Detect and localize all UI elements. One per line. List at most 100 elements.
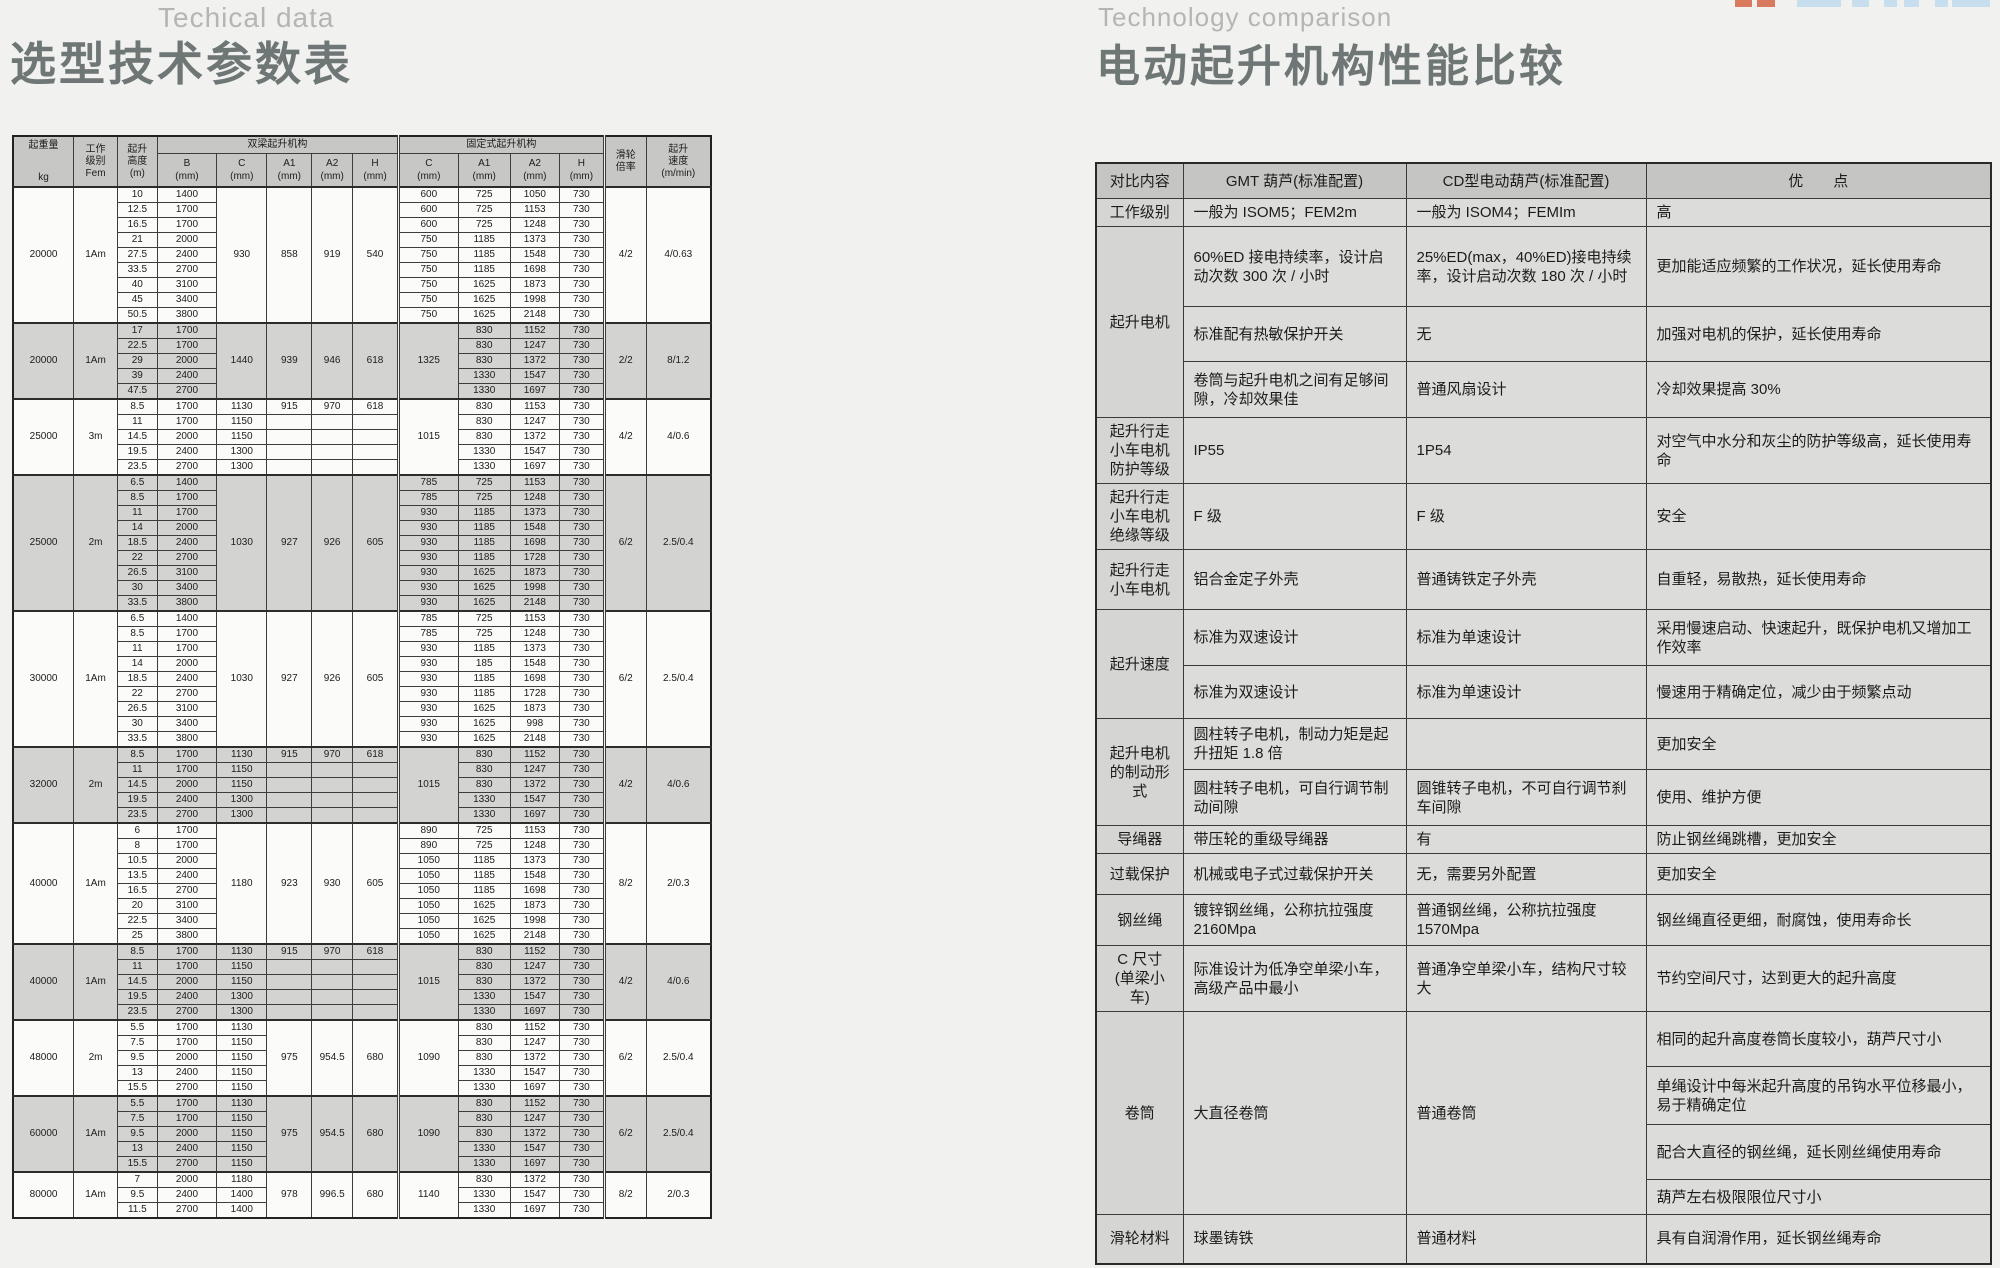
dbl-b-cell: 3800	[156, 928, 218, 945]
fixed-c-cell: 1050	[397, 913, 459, 929]
dbl-a1-cell	[266, 989, 313, 1005]
fixed-a1-cell: 1625	[457, 580, 511, 596]
rope-ratio-cell: 4/2	[602, 398, 647, 476]
duty-class-cell: 1Am	[73, 322, 118, 400]
fixed-a1-cell: 830	[457, 1035, 511, 1051]
fixed-a1-cell: 725	[457, 822, 511, 839]
subcol-fixed-C: C (mm)	[397, 153, 459, 188]
fixed-h-cell: 730	[558, 292, 605, 308]
fixed-a2-cell: 2148	[509, 928, 560, 945]
fixed-h-cell: 730	[558, 277, 605, 293]
dbl-b-cell: 2400	[156, 1065, 218, 1081]
fixed-a1-cell: 1625	[457, 716, 511, 732]
fixed-c-cell: 1050	[397, 898, 459, 914]
fixed-a1-cell: 725	[457, 626, 511, 642]
fixed-a1-cell: 830	[457, 429, 511, 445]
advantage-cell: 对空气中水分和灰尘的防护等级高，延长使用寿命	[1645, 417, 1992, 484]
height-cell: 7.5	[116, 1035, 158, 1051]
advantage-cell: 冷却效果提高 30%	[1645, 361, 1992, 418]
advantage-cell: 葫芦左右极限限位尺寸小	[1645, 1179, 1992, 1215]
fixed-h-cell: 730	[558, 353, 605, 369]
fixed-h-cell: 730	[558, 838, 605, 854]
fixed-c-cell: 600	[397, 202, 459, 218]
fixed-h-cell: 730	[558, 974, 605, 990]
dbl-h-cell: 540	[352, 186, 400, 324]
height-cell: 23.5	[116, 1004, 158, 1021]
fixed-a1-cell: 830	[457, 1126, 511, 1142]
fixed-h-cell: 730	[558, 1156, 605, 1173]
dbl-a1-cell: 923	[266, 822, 313, 945]
height-cell: 26.5	[116, 701, 158, 717]
dbl-b-cell: 1700	[156, 322, 218, 339]
height-cell: 13.5	[116, 868, 158, 884]
dbl-b-cell: 3100	[156, 898, 218, 914]
group-header-double-girder: 双梁起升机构	[156, 135, 400, 154]
fixed-c-cell: 1015	[397, 943, 459, 1021]
dbl-h-cell: 618	[352, 398, 400, 415]
dbl-a2-cell: 970	[311, 746, 354, 763]
dbl-c-cell: 1150	[216, 1126, 268, 1142]
fixed-c-cell: 930	[397, 520, 459, 536]
fixed-c-cell: 750	[397, 247, 459, 263]
fixed-c-cell: 1090	[397, 1095, 459, 1173]
capacity-cell: 32000	[12, 746, 75, 824]
fixed-h-cell: 730	[558, 338, 605, 354]
height-cell: 30	[116, 716, 158, 732]
cd-value-cell	[1405, 718, 1647, 770]
height-cell: 11	[116, 959, 158, 975]
height-cell: 8	[116, 838, 158, 854]
fixed-h-cell: 730	[558, 247, 605, 263]
duty-class-cell: 2m	[73, 1019, 118, 1097]
height-cell: 22	[116, 550, 158, 566]
height-cell: 26.5	[116, 565, 158, 581]
fixed-h-cell: 730	[558, 671, 605, 687]
fixed-a2-cell: 1547	[509, 989, 560, 1005]
col-header-lifting-height: 起升 高度 (m)	[116, 135, 158, 188]
height-cell: 8.5	[116, 490, 158, 506]
fixed-h-cell: 730	[558, 1126, 605, 1142]
dbl-a2-cell: 946	[311, 322, 354, 400]
dbl-h-cell: 680	[352, 1171, 400, 1219]
dbl-h-cell	[352, 807, 400, 824]
height-cell: 13	[116, 1065, 158, 1081]
dbl-b-cell: 2700	[156, 1202, 218, 1219]
dbl-c-cell: 1400	[216, 1187, 268, 1203]
height-cell: 9.5	[116, 1050, 158, 1066]
duty-class-cell: 1Am	[73, 610, 118, 748]
dbl-c-cell: 1150	[216, 1141, 268, 1157]
fixed-c-cell: 750	[397, 277, 459, 293]
gmt-value-cell: IP55	[1182, 417, 1407, 484]
fixed-h-cell: 730	[558, 459, 605, 476]
fixed-a1-cell: 1330	[457, 1065, 511, 1081]
height-cell: 29	[116, 353, 158, 369]
rope-ratio-cell: 8/2	[602, 1171, 647, 1219]
col-header-compare-item: 对比内容	[1095, 162, 1184, 199]
dbl-b-cell: 3800	[156, 731, 218, 748]
fixed-c-cell: 930	[397, 550, 459, 566]
advantage-cell: 更加能适应频繁的工作状况，延长使用寿命	[1645, 226, 1992, 307]
dbl-h-cell: 605	[352, 822, 400, 945]
height-cell: 23.5	[116, 807, 158, 824]
fixed-a2-cell: 1247	[509, 1035, 560, 1051]
logo-fragment	[1904, 0, 1919, 7]
fixed-a1-cell: 830	[457, 959, 511, 975]
height-cell: 21	[116, 232, 158, 248]
advantage-cell: 更加安全	[1645, 853, 1992, 895]
fixed-a2-cell: 1152	[509, 746, 560, 763]
fixed-c-cell: 930	[397, 565, 459, 581]
fixed-c-cell: 1050	[397, 868, 459, 884]
dbl-a1-cell	[266, 459, 313, 476]
fixed-c-cell: 890	[397, 838, 459, 854]
dbl-b-cell: 2400	[156, 444, 218, 460]
dbl-b-cell: 2700	[156, 262, 218, 278]
fixed-a2-cell: 1247	[509, 1111, 560, 1127]
dbl-c-cell: 1300	[216, 807, 268, 824]
dbl-b-cell: 1700	[156, 822, 218, 839]
fixed-a1-cell: 1625	[457, 701, 511, 717]
fixed-a1-cell: 830	[457, 1095, 511, 1112]
dbl-a1-cell: 915	[266, 746, 313, 763]
fixed-h-cell: 730	[558, 398, 605, 415]
fixed-a2-cell: 1998	[509, 292, 560, 308]
dbl-a2-cell: 954.5	[311, 1095, 354, 1173]
